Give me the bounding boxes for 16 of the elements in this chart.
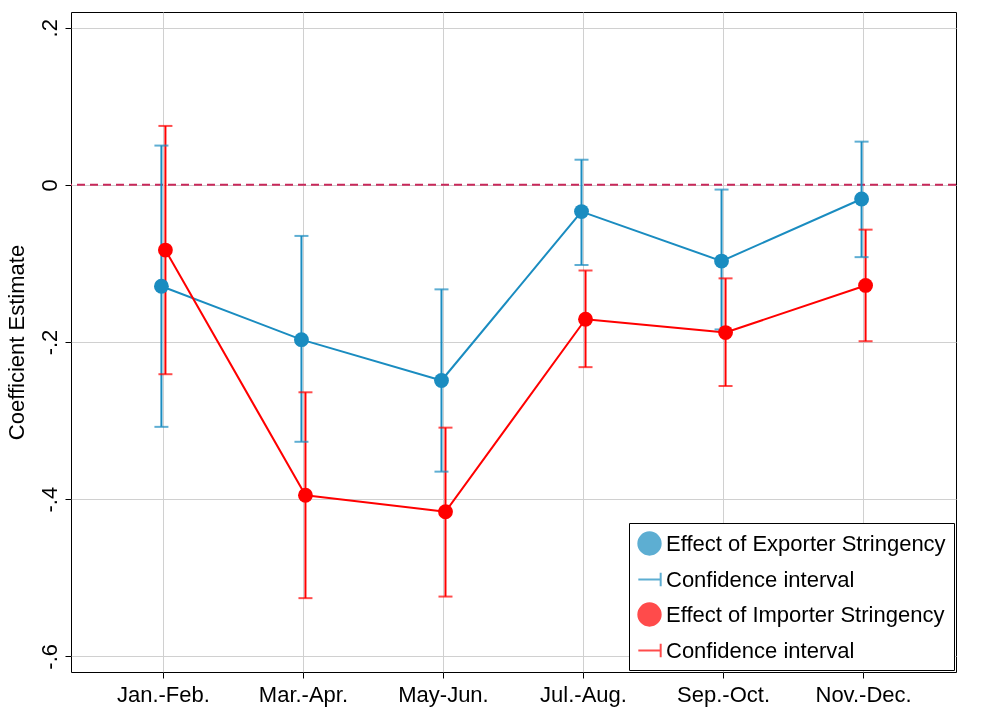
x-tick-label: Jul.-Aug. <box>540 681 627 707</box>
y-tick-label: .2 <box>36 19 62 38</box>
x-tick-label: May-Jun. <box>398 681 489 707</box>
y-axis-title: Coefficient Estimate <box>3 244 29 441</box>
annotation: Confidence interval <box>666 637 855 663</box>
x-tick-label: Jan.-Feb. <box>116 681 210 707</box>
y-tick-label: 0 <box>36 179 62 192</box>
x-tick-label: Nov.-Dec. <box>815 681 912 707</box>
x-tick-label: Mar.-Apr. <box>258 681 349 707</box>
x-tick-label: Sep.-Oct. <box>677 681 771 707</box>
legend-label: Effect of Exporter Stringency <box>666 530 946 556</box>
y-tick-label: -.6 <box>36 643 62 670</box>
legend-label: Effect of Importer Stringency <box>666 601 945 627</box>
y-tick-label: -.4 <box>36 486 62 513</box>
annotation: Confidence interval <box>666 566 855 592</box>
y-tick-label: -.2 <box>36 329 62 356</box>
